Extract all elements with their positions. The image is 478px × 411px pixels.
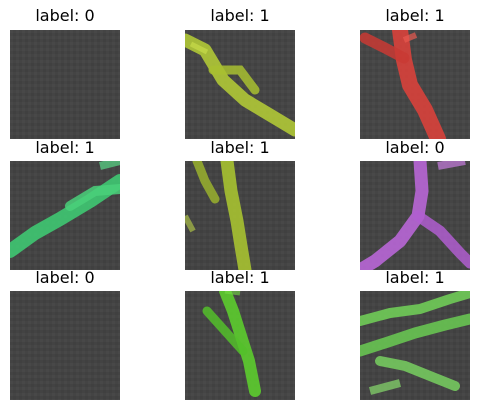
panel-image-8-svg	[185, 291, 295, 400]
panel-image-2	[185, 30, 295, 139]
panel-label-4: label: 1	[35, 138, 95, 157]
panel-image-9-svg	[360, 291, 470, 400]
panel-image-5	[185, 161, 295, 270]
panel-image-1-svg	[10, 30, 120, 139]
panel-label-9: label: 1	[385, 268, 445, 287]
panel-image-4	[10, 161, 120, 270]
panel-image-4-svg	[10, 161, 120, 270]
panel-label-5: label: 1	[210, 138, 270, 157]
panel-label-1: label: 0	[35, 6, 95, 25]
panel-image-1	[10, 30, 120, 139]
panel-image-8	[185, 291, 295, 400]
panel-image-7	[10, 291, 120, 400]
panel-image-9	[360, 291, 470, 400]
panel-label-8: label: 1	[210, 268, 270, 287]
panel-image-2-svg	[185, 30, 295, 139]
panel-label-2: label: 1	[210, 6, 270, 25]
panel-image-6-svg	[360, 161, 470, 270]
panel-image-3-svg	[360, 30, 470, 139]
panel-image-6	[360, 161, 470, 270]
panel-image-3	[360, 30, 470, 139]
panel-image-5-svg	[185, 161, 295, 270]
panel-label-3: label: 1	[385, 6, 445, 25]
panel-label-6: label: 0	[385, 138, 445, 157]
panel-image-7-svg	[10, 291, 120, 400]
panel-label-7: label: 0	[35, 268, 95, 287]
